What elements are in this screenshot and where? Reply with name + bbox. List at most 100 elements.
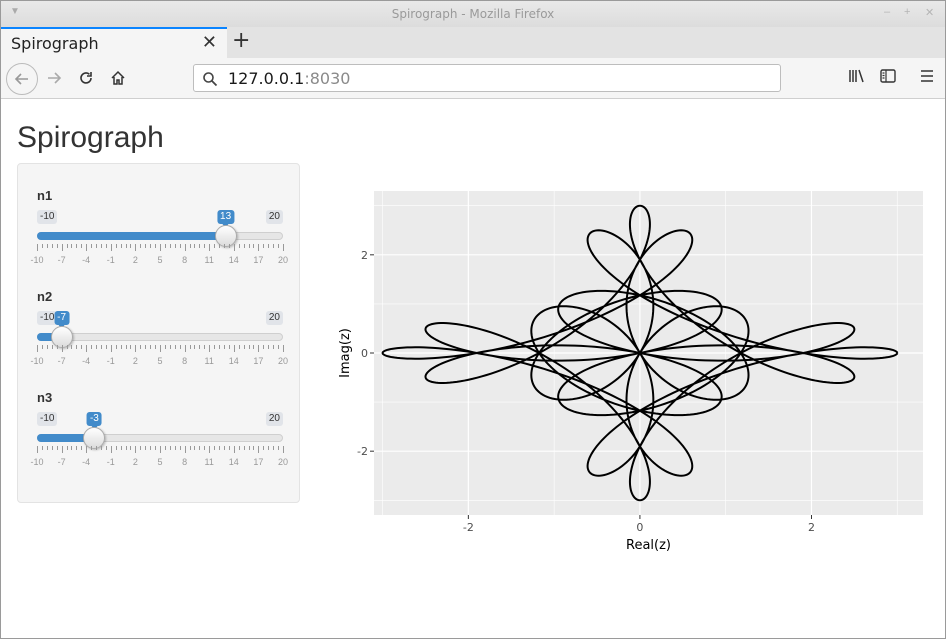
slider-tick [125, 345, 127, 349]
slider-tick-label: -4 [82, 457, 91, 467]
x-tick-label: -2 [463, 521, 474, 534]
slider-tick [233, 345, 235, 352]
slider-tick [169, 244, 171, 248]
reload-button[interactable] [71, 63, 101, 93]
slider-tick [115, 345, 117, 349]
slider-tick-label: 14 [228, 255, 239, 265]
slider-tick [81, 446, 83, 450]
slider-tick [86, 244, 88, 251]
slider-tick [253, 446, 255, 450]
search-icon [203, 72, 218, 87]
slider-tick [238, 345, 240, 349]
slider-tick [228, 446, 230, 450]
slider-tick [91, 345, 93, 349]
slider-tick [223, 446, 225, 450]
slider-tick [278, 244, 280, 248]
close-tab-icon[interactable]: ✕ [201, 32, 217, 52]
slider-tick [253, 244, 255, 248]
slider-handle[interactable] [83, 427, 106, 449]
slider-tick [194, 244, 196, 248]
slider-tick-label: 8 [182, 356, 188, 366]
slider-tick [238, 446, 240, 450]
slider-handle[interactable] [214, 225, 237, 247]
slider-tick-label: 20 [277, 457, 289, 467]
maximize-icon[interactable]: + [904, 6, 911, 18]
slider-tick [145, 244, 147, 248]
home-button[interactable] [103, 63, 133, 93]
axes: -2 0 2 -2 0 2 Real(z) Imag(z) [338, 249, 815, 553]
slider-tick [214, 345, 216, 349]
new-tab-icon[interactable]: + [232, 28, 251, 53]
slider-tick [164, 244, 166, 248]
slider-tick [283, 244, 284, 251]
slider-tick [115, 244, 117, 248]
slider-tick [135, 345, 137, 352]
nav-bar: 127.0.0.1:8030 [1, 58, 945, 99]
slider-tick [56, 345, 58, 349]
slider-tick [189, 345, 191, 349]
slider-tick-label: 5 [157, 356, 163, 366]
url-bar[interactable]: 127.0.0.1:8030 [193, 64, 781, 92]
slider-tick-label: -4 [82, 255, 91, 265]
slider-n2[interactable]: n2 -10 20 -7 -10 -7 -4 -1 2 5 8 11 14 17 20 [30, 289, 288, 381]
slider-label: n2 [37, 289, 53, 304]
slider-tick [258, 446, 260, 453]
close-window-icon[interactable]: ✕ [925, 7, 935, 19]
slider-fill [37, 333, 62, 341]
slider-tick [219, 244, 221, 248]
slider-tick [46, 244, 48, 248]
slider-n1[interactable]: n1 -10 20 13 -10 -7 -4 -1 2 5 8 11 14 17 20 [30, 188, 288, 280]
slider-label: n1 [37, 188, 53, 203]
sidebar-icon[interactable] [879, 67, 897, 85]
hamburger-menu-icon[interactable] [919, 67, 935, 85]
slider-tick [273, 345, 275, 349]
slider-tick [160, 244, 161, 251]
slider-tick [204, 244, 206, 248]
slider-tick [169, 345, 171, 349]
slider-tick [140, 345, 142, 349]
slider-tick-label: 5 [157, 457, 163, 467]
library-icon[interactable] [848, 67, 866, 85]
slider-tick [214, 446, 216, 450]
slider-tick [189, 244, 191, 248]
slider-tick-label: 2 [132, 457, 138, 467]
slider-tick [243, 244, 245, 248]
slider-tick [243, 345, 245, 349]
slider-n3[interactable]: n3 -10 20 -3 -10 -7 -4 -1 2 5 8 11 14 17 20 [30, 390, 288, 482]
slider-tick [248, 345, 250, 349]
slider-tick [228, 244, 230, 248]
y-tick-label: 0 [361, 347, 368, 360]
slider-tick [135, 244, 137, 251]
slider-tick-label: 11 [204, 356, 214, 366]
slider-tick [100, 244, 102, 248]
slider-tick-label: 2 [132, 356, 138, 366]
slider-max-label: 20 [265, 412, 283, 426]
slider-tick [278, 446, 280, 450]
slider-tick [253, 345, 255, 349]
slider-tick [71, 244, 73, 248]
slider-tick-label: -10 [30, 457, 44, 467]
slider-tick [81, 345, 83, 349]
back-button[interactable] [6, 63, 38, 95]
slider-tick [155, 345, 157, 349]
minimize-icon[interactable]: – [884, 6, 891, 18]
slider-tick [110, 446, 112, 453]
slider-tick [258, 244, 260, 251]
slider-track[interactable] [37, 333, 283, 341]
slider-tick [238, 244, 240, 248]
slider-tick-label: 20 [277, 255, 289, 265]
slider-tick [66, 446, 68, 450]
slider-tick [263, 446, 265, 450]
window-menu-icon[interactable]: ▼ [10, 6, 20, 17]
title-bar: ▼ Spirograph - Mozilla Firefox – + ✕ [1, 1, 945, 27]
slider-tick [71, 345, 73, 349]
tab-spirograph[interactable]: Spirograph ✕ [1, 27, 227, 58]
slider-tick [37, 345, 38, 352]
slider-tick [194, 446, 196, 450]
slider-label: n3 [37, 390, 53, 405]
forward-button[interactable] [39, 63, 69, 93]
slider-tick [184, 345, 186, 352]
slider-tick [56, 446, 58, 450]
slider-tick [214, 244, 216, 248]
y-tick-label: -2 [357, 445, 368, 458]
